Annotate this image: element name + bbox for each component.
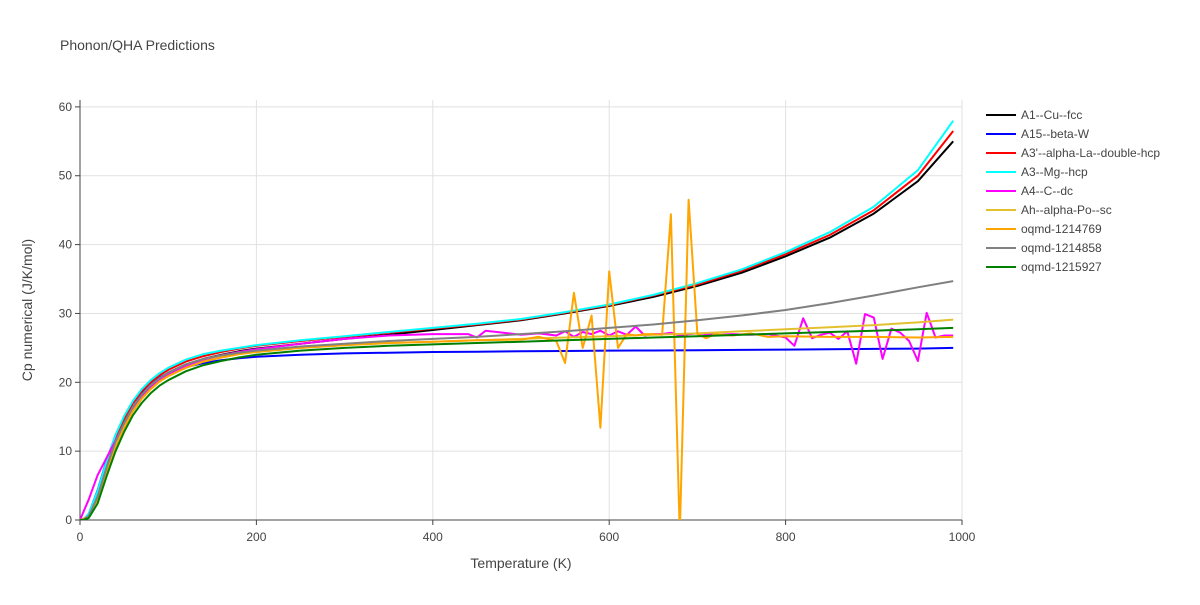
- legend-label: A3--Mg--hcp: [1021, 165, 1088, 179]
- series-line-4: [80, 311, 954, 520]
- x-tick-label: 200: [246, 530, 266, 544]
- legend-label: oqmd-1214858: [1021, 241, 1102, 255]
- y-tick-label: 20: [59, 375, 73, 389]
- y-tick-label: 40: [59, 238, 73, 252]
- x-tick-label: 0: [77, 530, 84, 544]
- legend-item[interactable]: oqmd-1215927: [986, 260, 1102, 274]
- x-tick-label: 1000: [949, 530, 976, 544]
- legend-label: A15--beta-W: [1021, 127, 1090, 141]
- y-tick-label: 10: [59, 444, 73, 458]
- legend-item[interactable]: Ah--alpha-Po--sc: [986, 203, 1112, 217]
- x-tick-label: 800: [776, 530, 796, 544]
- y-tick-label: 0: [65, 513, 72, 527]
- series-layer: [80, 120, 955, 520]
- legend-label: A1--Cu--fcc: [1021, 108, 1082, 122]
- legend-item[interactable]: A1--Cu--fcc: [986, 108, 1082, 122]
- x-tick-label: 400: [423, 530, 443, 544]
- y-axis-title: Cp numerical (J/K/mol): [19, 239, 35, 381]
- legend-label: oqmd-1215927: [1021, 260, 1102, 274]
- series-line-7: [80, 280, 954, 520]
- legend-label: oqmd-1214769: [1021, 222, 1102, 236]
- legend-item[interactable]: A15--beta-W: [986, 127, 1090, 141]
- legend-label: Ah--alpha-Po--sc: [1021, 203, 1112, 217]
- legend-item[interactable]: A3'--alpha-La--double-hcp: [986, 146, 1160, 160]
- legend-item[interactable]: oqmd-1214769: [986, 222, 1102, 236]
- y-tick-label: 30: [59, 306, 73, 320]
- chart-title: Phonon/QHA Predictions: [60, 37, 215, 53]
- legend-label: A4--C--dc: [1021, 184, 1073, 198]
- legend[interactable]: A1--Cu--fcc A15--beta-W A3'--alpha-La--dou…: [986, 108, 1160, 274]
- x-axis-title: Temperature (K): [470, 555, 571, 571]
- legend-item[interactable]: A3--Mg--hcp: [986, 165, 1088, 179]
- axis-layer: 0 200 400 600 800 1000 0 10 20 30 40 50 60: [59, 100, 976, 544]
- series-line-8: [80, 326, 954, 520]
- y-tick-label: 60: [59, 100, 73, 114]
- legend-label: A3'--alpha-La--double-hcp: [1021, 146, 1160, 160]
- series-line-3: [80, 120, 955, 520]
- legend-item[interactable]: A4--C--dc: [986, 184, 1073, 198]
- legend-item[interactable]: oqmd-1214858: [986, 241, 1102, 255]
- x-tick-label: 600: [599, 530, 619, 544]
- y-tick-label: 50: [59, 169, 73, 183]
